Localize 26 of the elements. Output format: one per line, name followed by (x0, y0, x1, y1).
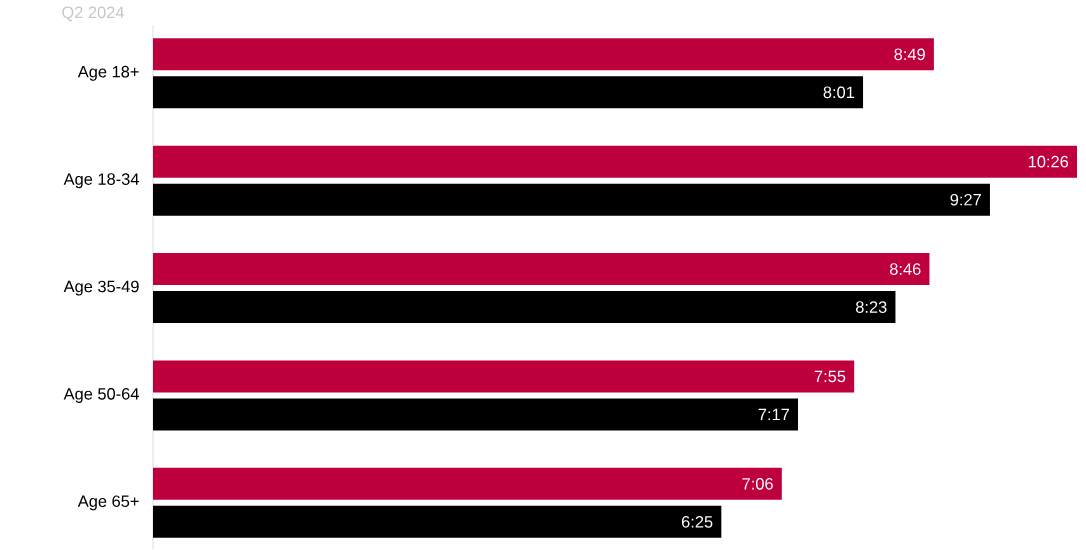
data-label: 10:26 (1028, 155, 1069, 168)
data-label: 7:55 (814, 370, 846, 383)
data-label: 8:23 (855, 301, 887, 313)
data-label: 8:46 (889, 263, 921, 275)
bar (153, 38, 934, 71)
data-label: 8:01 (823, 86, 855, 99)
y-tick-label: Age 18+ (77, 65, 139, 81)
bar (153, 183, 990, 216)
bar (153, 505, 722, 538)
chart-title: Q2 2024 (62, 6, 124, 22)
bar (153, 360, 855, 393)
data-label: 7:06 (742, 478, 773, 490)
y-tick-label: Age 35-49 (63, 280, 139, 296)
data-label: 9:27 (950, 193, 981, 206)
y-tick-label: Age 65+ (77, 495, 139, 511)
bar (153, 76, 864, 109)
bar (153, 467, 782, 500)
bar (153, 291, 896, 324)
bar (153, 253, 930, 286)
bar (153, 398, 799, 431)
y-tick-label: Age 50-64 (63, 388, 139, 403)
data-label: 6:25 (681, 516, 713, 528)
data-label: 7:17 (758, 408, 789, 421)
bar (153, 145, 1078, 178)
data-label: 8:49 (894, 48, 925, 61)
y-tick-label: Age 18-34 (63, 173, 139, 189)
